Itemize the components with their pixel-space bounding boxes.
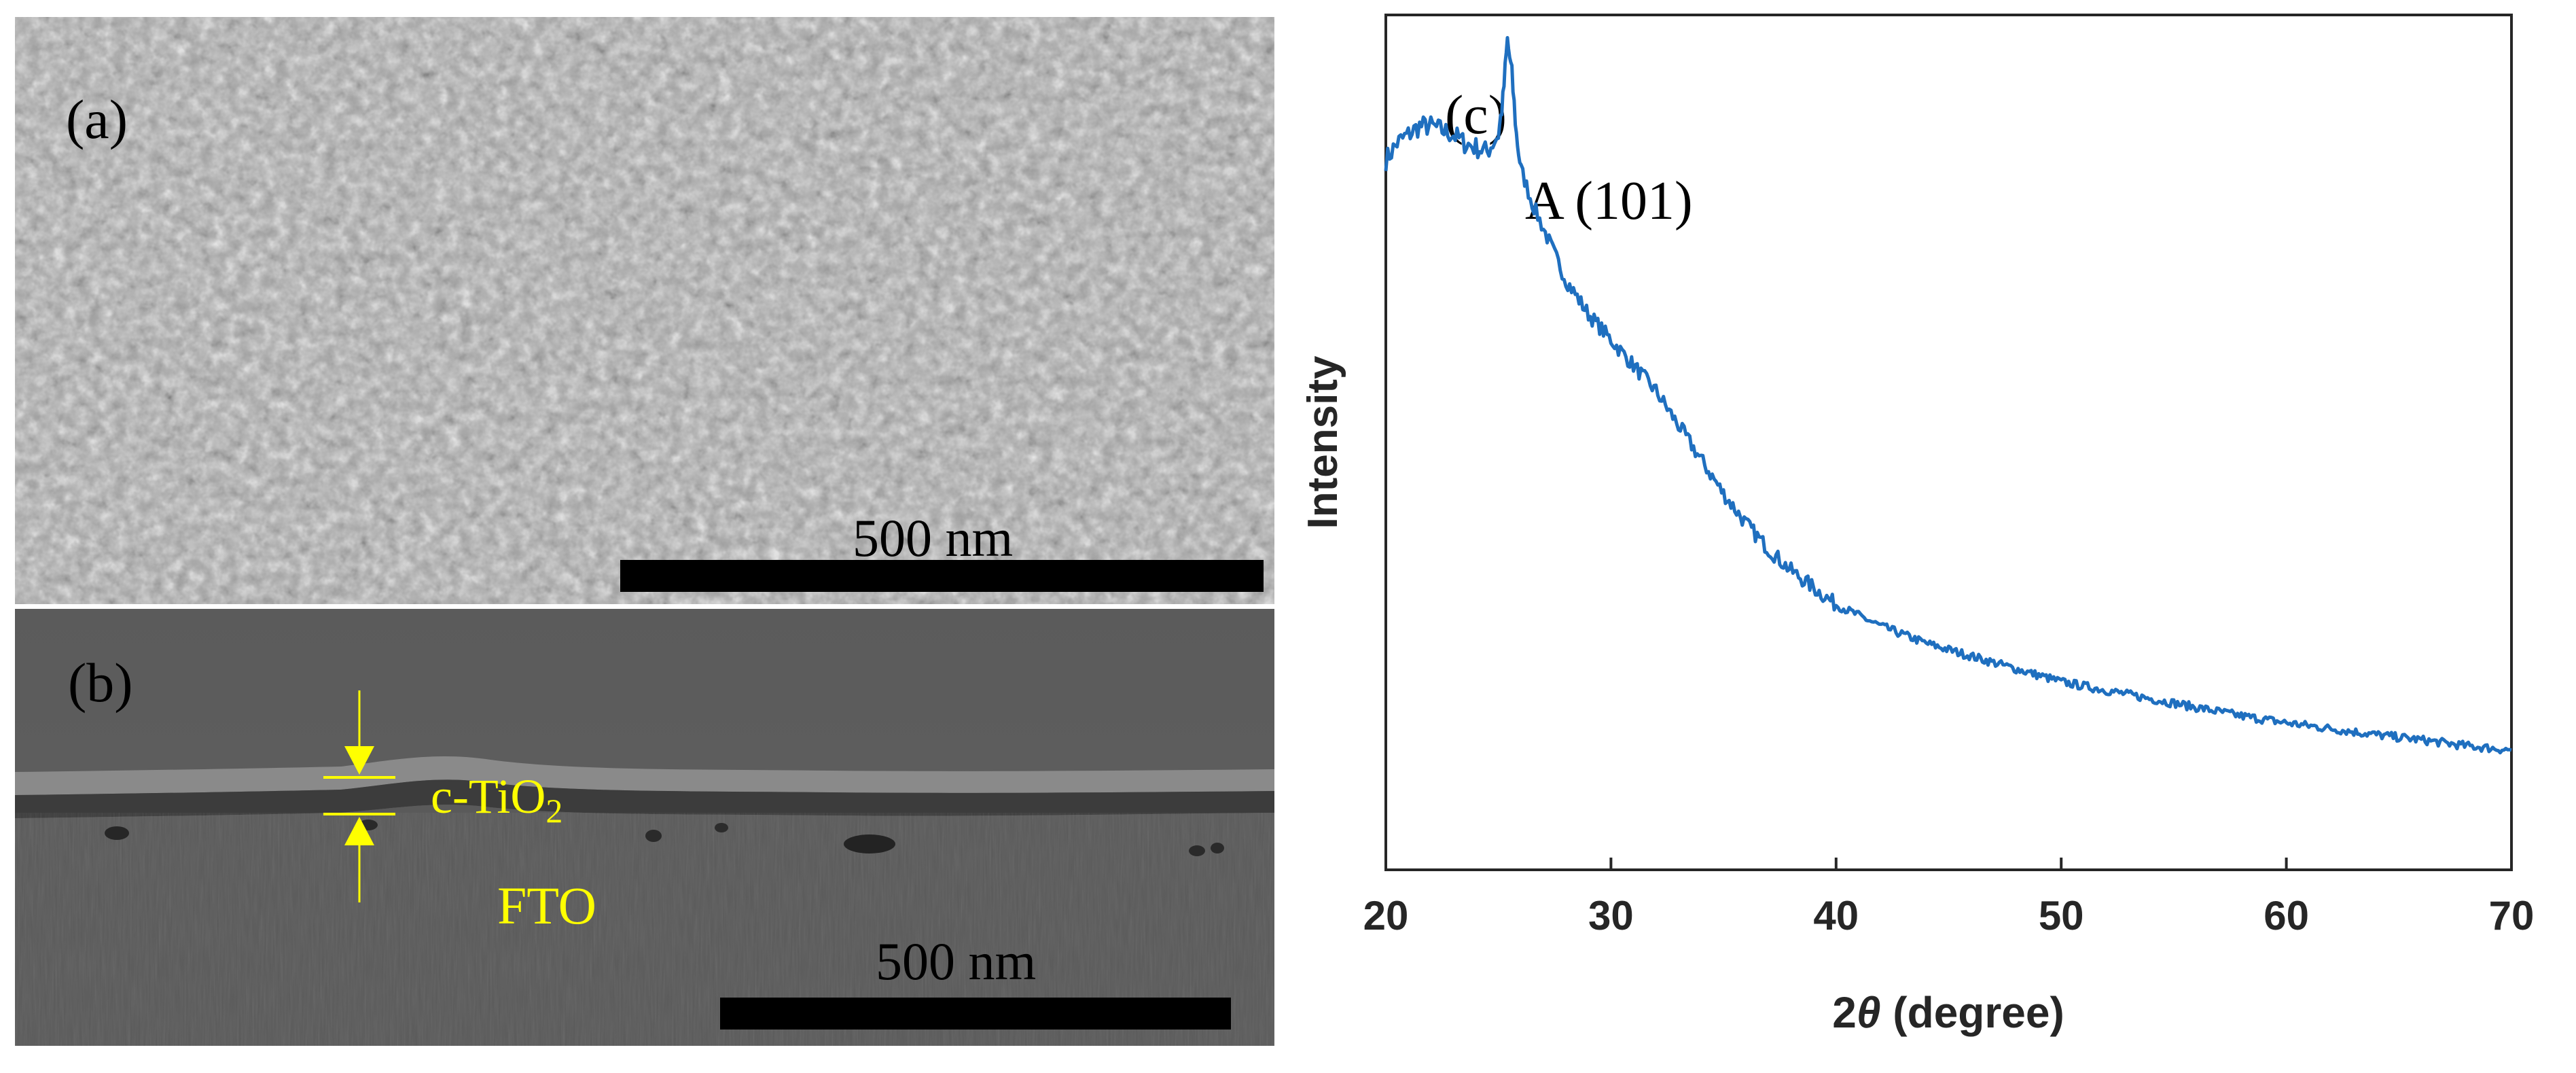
arrow-up-icon — [344, 817, 374, 845]
peak-annotation: A (101) — [1525, 171, 1693, 231]
panel-a-scale-bar-label: 500 nm — [853, 508, 1014, 567]
panel-b-label: (b) — [68, 652, 133, 714]
panel-b-scale-bar — [720, 998, 1231, 1030]
xrd-chart: (c) A (101) 20 30 40 50 60 70 Intensity 2θ (d… — [1304, 14, 2535, 1037]
x-tick-label: 20 — [1363, 893, 1409, 938]
x-tick-label: 50 — [2039, 893, 2084, 938]
sem-cross-section-drawing — [15, 609, 1274, 1046]
c-tio2-label: c-TiO2 — [431, 769, 563, 830]
x-axis-ticks: 20 30 40 50 60 70 — [1363, 858, 2535, 938]
x-axis-label: 2θ (degree) — [1832, 988, 2064, 1037]
y-axis-label: Intensity — [1304, 355, 1346, 529]
panel-a-label: (a) — [66, 88, 128, 150]
x-tick-label: 60 — [2264, 893, 2309, 938]
plot-area — [1384, 14, 2513, 871]
panel-b-scale-bar-label: 500 nm — [876, 932, 1037, 991]
sem-top-view-image: (a) 500 nm — [15, 17, 1274, 604]
x-tick-label: 70 — [2489, 893, 2535, 938]
x-tick-label: 40 — [1813, 893, 1859, 938]
arrow-down-icon — [344, 746, 374, 775]
thickness-arrows — [323, 690, 395, 902]
xrd-series-line — [1384, 36, 2512, 755]
x-tick-label: 30 — [1588, 893, 1634, 938]
panel-a-scale-bar — [620, 560, 1264, 592]
sem-top-view-texture — [15, 17, 1274, 604]
sem-cross-section-image: (b) c-TiO2 FTO 500 nm — [15, 609, 1274, 1046]
fto-label: FTO — [497, 876, 596, 935]
